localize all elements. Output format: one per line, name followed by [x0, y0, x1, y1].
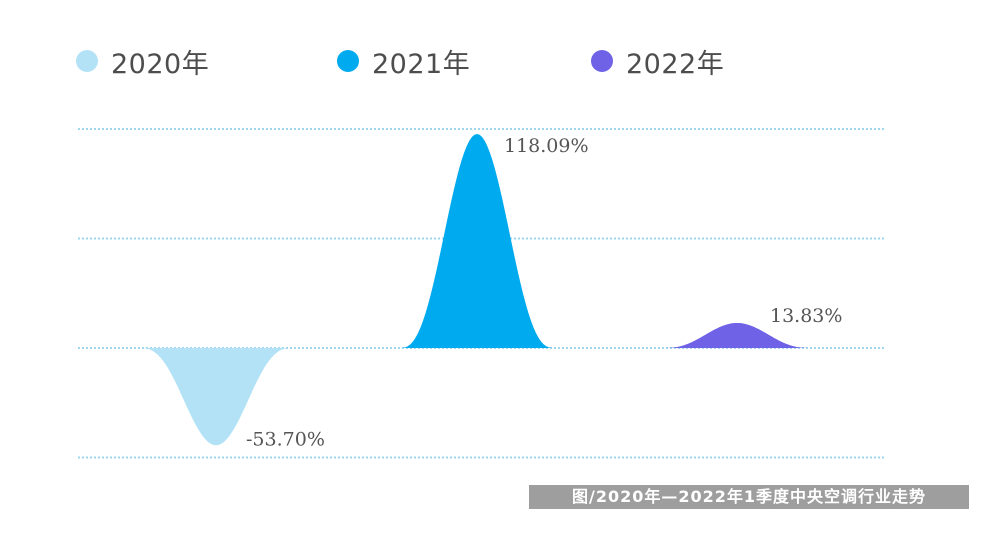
legend-item-2020: 2020年: [76, 43, 210, 80]
legend-label-2022: 2022年: [626, 48, 725, 80]
legend-item-2021: 2021年: [337, 43, 471, 80]
area-mark-2020年: [140, 348, 292, 446]
figure-caption: 图/2020年—2022年1季度中央空调行业走势: [529, 485, 969, 509]
chart-marks: [140, 134, 811, 446]
chart-legend: 2020年 2021年 2022年: [0, 0, 984, 110]
legend-label-2020: 2020年: [111, 48, 210, 80]
legend-marker-2020: [76, 50, 98, 72]
value-label-2021年: 118.09%: [504, 135, 589, 157]
legend-label-2021: 2021年: [372, 48, 471, 80]
value-label-2022年: 13.83%: [770, 305, 842, 327]
legend-marker-2021: [337, 50, 359, 72]
chart-value-labels: -53.70% 118.09% 13.83%: [246, 135, 842, 450]
value-label-2020年: -53.70%: [246, 428, 325, 450]
area-mark-2022年: [663, 322, 811, 348]
legend-item-2022: 2022年: [591, 43, 725, 80]
legend-marker-2022: [591, 50, 613, 72]
area-mark-2021年: [400, 134, 554, 348]
